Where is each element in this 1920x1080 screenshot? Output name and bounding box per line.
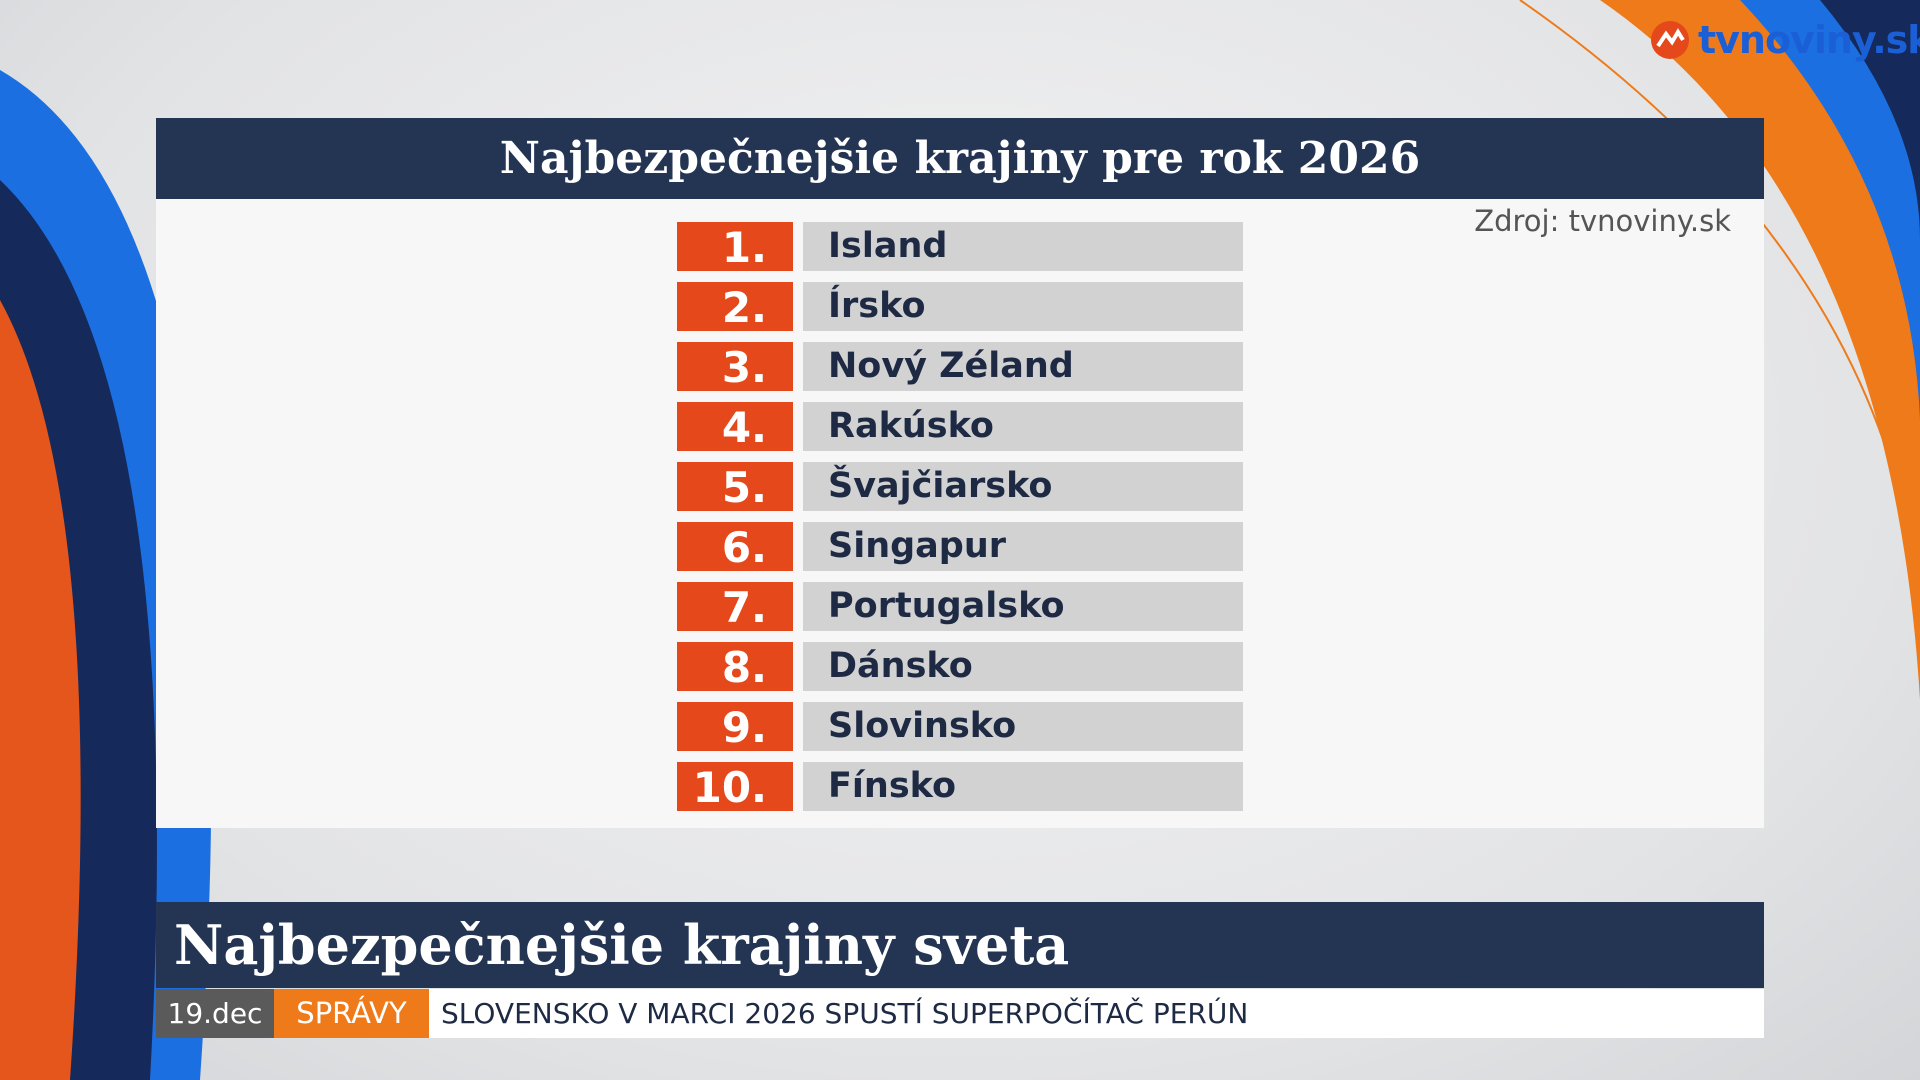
ticker-bar: 19.dec SPRÁVY SLOVENSKO V MARCI 2026 SPU… xyxy=(156,989,1764,1038)
arc-navy-right xyxy=(1820,0,1920,240)
ranking-panel: Najbezpečnejšie krajiny pre rok 2026 Zdr… xyxy=(156,118,1764,828)
rank: 1. xyxy=(677,222,793,272)
section: SPRÁVY xyxy=(274,989,429,1038)
country-name: Portugalsko xyxy=(803,582,1243,631)
ticker-text: SLOVENSKO V MARCI 2026 SPUSTÍ SUPERPOČÍT… xyxy=(441,997,1249,1030)
rank: 6. xyxy=(677,522,793,572)
country-name: Švajčiarsko xyxy=(803,462,1243,511)
rank: 2. xyxy=(677,282,793,332)
country-name: Nový Zéland xyxy=(803,342,1243,391)
country-name: Dánsko xyxy=(803,642,1243,691)
logo-text: tvnoviny.sk xyxy=(1698,18,1920,62)
arc-blue-right xyxy=(1740,0,1920,420)
panel-title: Najbezpečnejšie krajiny pre rok 2026 xyxy=(499,133,1421,184)
country-name: Rakúsko xyxy=(803,402,1243,451)
rank: 8. xyxy=(677,642,793,692)
rank: 10. xyxy=(677,762,793,812)
rank: 7. xyxy=(677,582,793,632)
country-name: Singapur xyxy=(803,522,1243,571)
headline: Najbezpečnejšie krajiny sveta xyxy=(174,913,1070,977)
source: Zdroj: tvnoviny.sk xyxy=(1474,204,1731,238)
headline-bar: Najbezpečnejšie krajiny sveta xyxy=(156,902,1764,988)
rank: 5. xyxy=(677,462,793,512)
rank: 4. xyxy=(677,402,793,452)
panel-header: Najbezpečnejšie krajiny pre rok 2026 xyxy=(156,118,1764,199)
rank: 3. xyxy=(677,342,793,392)
arc-orange-right xyxy=(1600,0,1920,700)
logo-icon xyxy=(1651,21,1689,59)
date: 19.dec xyxy=(156,989,274,1038)
country-name: Írsko xyxy=(803,282,1243,331)
country-name: Slovinsko xyxy=(803,702,1243,751)
rank: 9. xyxy=(677,702,793,752)
logo: tvnoviny.sk xyxy=(1650,14,1920,66)
arc-line xyxy=(1519,0,1920,601)
country-name: Island xyxy=(803,222,1243,271)
arc-orange-left xyxy=(0,300,81,1080)
country-name: Fínsko xyxy=(803,762,1243,811)
